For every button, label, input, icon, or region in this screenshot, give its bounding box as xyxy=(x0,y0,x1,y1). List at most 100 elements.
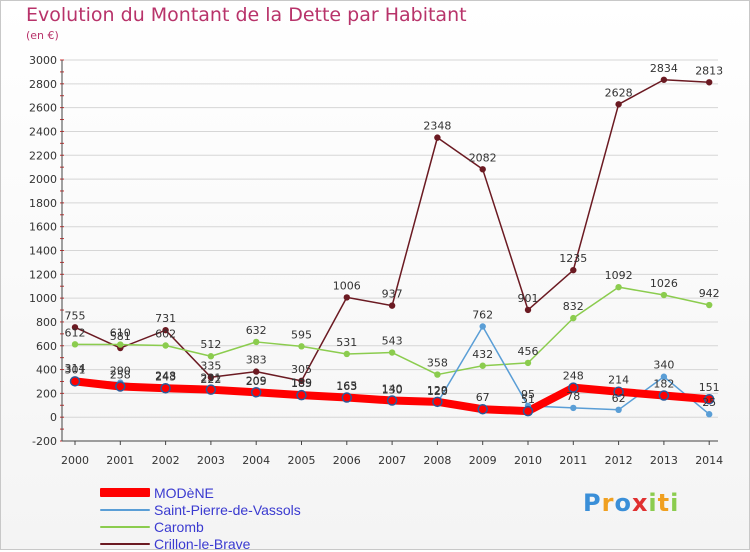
data-label: 383 xyxy=(246,354,267,367)
data-label: 612 xyxy=(65,326,86,339)
data-point xyxy=(253,338,260,346)
data-label: 120 xyxy=(427,385,448,398)
data-label: 531 xyxy=(336,336,357,349)
data-label: 314 xyxy=(65,362,86,375)
data-point xyxy=(388,349,396,356)
logo-letter: i xyxy=(648,489,658,517)
data-label: 25 xyxy=(702,396,716,409)
chart-title: Evolution du Montant de la Dette par Hab… xyxy=(26,4,467,26)
data-label: 151 xyxy=(699,381,720,394)
data-point xyxy=(250,387,262,398)
data-point xyxy=(660,76,668,83)
data-point xyxy=(479,362,486,369)
data-point xyxy=(703,393,715,405)
data-point xyxy=(615,283,622,291)
y-tick-label: 2600 xyxy=(29,102,57,115)
x-tick-label: 2000 xyxy=(61,454,89,467)
logo-letter: x xyxy=(631,489,649,517)
legend-swatch xyxy=(100,488,150,497)
data-point xyxy=(343,350,350,358)
data-point xyxy=(479,323,486,330)
data-label: 248 xyxy=(155,370,176,383)
data-point xyxy=(207,374,215,381)
data-point xyxy=(524,306,532,314)
data-point xyxy=(69,376,81,387)
data-point xyxy=(432,396,443,408)
data-label: 209 xyxy=(246,374,267,387)
logo-letter: t xyxy=(657,489,671,517)
data-label: 512 xyxy=(200,338,221,351)
data-label: 432 xyxy=(472,348,493,361)
data-label: 185 xyxy=(291,377,312,390)
y-tick-label: 1000 xyxy=(29,292,57,305)
y-tick-label: 1200 xyxy=(29,268,57,281)
data-point xyxy=(477,403,488,415)
y-tick-label: 400 xyxy=(36,364,57,377)
data-label: 755 xyxy=(65,309,86,322)
legend-item: Caromb xyxy=(100,518,301,535)
data-point xyxy=(434,134,441,141)
data-point xyxy=(660,291,668,299)
data-label: 832 xyxy=(563,300,584,313)
data-point xyxy=(570,266,577,274)
x-tick-label: 2005 xyxy=(288,454,316,467)
x-tick-label: 2010 xyxy=(514,454,542,467)
data-label: 2834 xyxy=(650,62,678,75)
logo-letter: o xyxy=(614,489,632,517)
x-tick-label: 2014 xyxy=(695,454,723,467)
data-label: 243 xyxy=(155,370,176,383)
data-label: 51 xyxy=(521,393,535,406)
data-label: 222 xyxy=(200,373,221,386)
legend-label: Saint-Pierre-de-Vassols xyxy=(154,501,301,518)
data-point xyxy=(615,406,622,414)
data-label: 581 xyxy=(110,330,131,343)
data-label: 1235 xyxy=(559,252,587,265)
y-tick-label: 800 xyxy=(36,316,57,329)
data-label: 2628 xyxy=(605,86,633,99)
data-point xyxy=(660,373,668,380)
data-point xyxy=(162,342,169,349)
data-label: 632 xyxy=(246,324,267,337)
legend-swatch xyxy=(100,542,150,545)
data-point xyxy=(343,294,350,301)
data-label: 231 xyxy=(200,372,221,385)
data-label: 248 xyxy=(563,370,584,383)
data-label: 67 xyxy=(476,391,490,404)
data-point xyxy=(522,405,534,417)
data-label: 2082 xyxy=(469,151,497,164)
legend-item: Saint-Pierre-de-Vassols xyxy=(100,501,301,518)
data-point xyxy=(479,166,486,173)
data-label: 901 xyxy=(518,292,539,305)
legend-swatch xyxy=(100,525,150,528)
legend-item: MODèNE xyxy=(100,484,301,501)
logo-letter: r xyxy=(601,489,615,517)
legend: MODèNE Saint-Pierre-de-Vassols Caromb Cr… xyxy=(100,484,301,552)
chart-subtitle: (en €) xyxy=(26,29,59,42)
data-point xyxy=(706,79,713,86)
data-point xyxy=(658,390,670,401)
logo-letter: i xyxy=(670,489,680,517)
data-label: 130 xyxy=(382,384,403,397)
data-point xyxy=(386,395,398,406)
data-point xyxy=(296,389,307,401)
data-point xyxy=(115,381,126,392)
data-label: 301 xyxy=(65,363,86,376)
data-label: 165 xyxy=(336,380,357,393)
data-point xyxy=(298,377,305,385)
y-tick-label: 0 xyxy=(50,411,57,424)
data-point xyxy=(570,314,577,322)
data-label: 205 xyxy=(246,375,267,388)
x-tick-label: 2004 xyxy=(242,454,270,467)
data-label: 731 xyxy=(155,312,176,325)
data-label: 78 xyxy=(566,390,580,403)
legend-swatch xyxy=(100,508,150,511)
data-point xyxy=(298,343,305,350)
x-tick-label: 2003 xyxy=(197,454,225,467)
legend-label: MODèNE xyxy=(154,484,214,501)
data-label: 1026 xyxy=(650,277,678,290)
data-label: 189 xyxy=(291,377,312,390)
data-label: 1092 xyxy=(605,269,633,282)
data-label: 335 xyxy=(200,359,221,372)
proxiti-logo: Proxiti xyxy=(583,489,679,517)
